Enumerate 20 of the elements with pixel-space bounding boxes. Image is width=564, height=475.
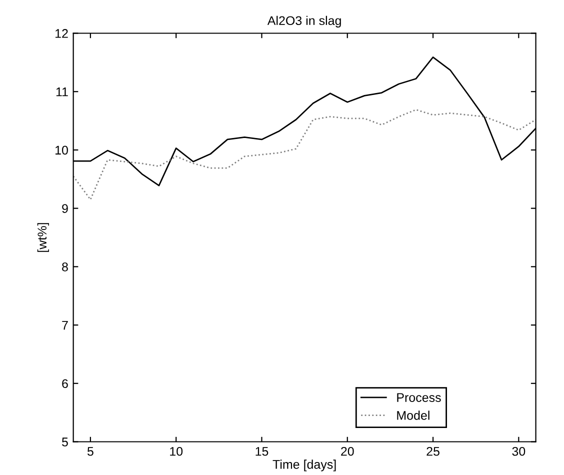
y-tick-label: 8 bbox=[62, 262, 68, 272]
x-tick-label: 20 bbox=[341, 446, 354, 456]
line-series bbox=[73, 109, 536, 200]
chart-title: Al2O3 in slag bbox=[267, 16, 341, 28]
y-tick-label: 12 bbox=[56, 29, 68, 38]
x-tick-label: 5 bbox=[87, 447, 94, 456]
x-tick-label: 25 bbox=[426, 446, 440, 456]
y-tick-label: 10 bbox=[56, 146, 68, 155]
x-tick-label: 15 bbox=[256, 447, 268, 456]
y-tick-label: 7 bbox=[62, 320, 68, 330]
y-axis-title: [wt%] bbox=[37, 223, 49, 252]
y-tick-label: 9 bbox=[62, 204, 68, 213]
legend-label: Process bbox=[397, 393, 441, 402]
x-axis-title: Time [days] bbox=[272, 460, 336, 472]
y-tick-label: 5 bbox=[62, 438, 68, 446]
y-tick-label: 11 bbox=[56, 88, 68, 96]
x-tick-label: 10 bbox=[170, 446, 183, 456]
legend-label: Model bbox=[397, 410, 430, 420]
y-tick-label: 6 bbox=[62, 379, 68, 388]
x-tick-label: 30 bbox=[512, 446, 526, 456]
